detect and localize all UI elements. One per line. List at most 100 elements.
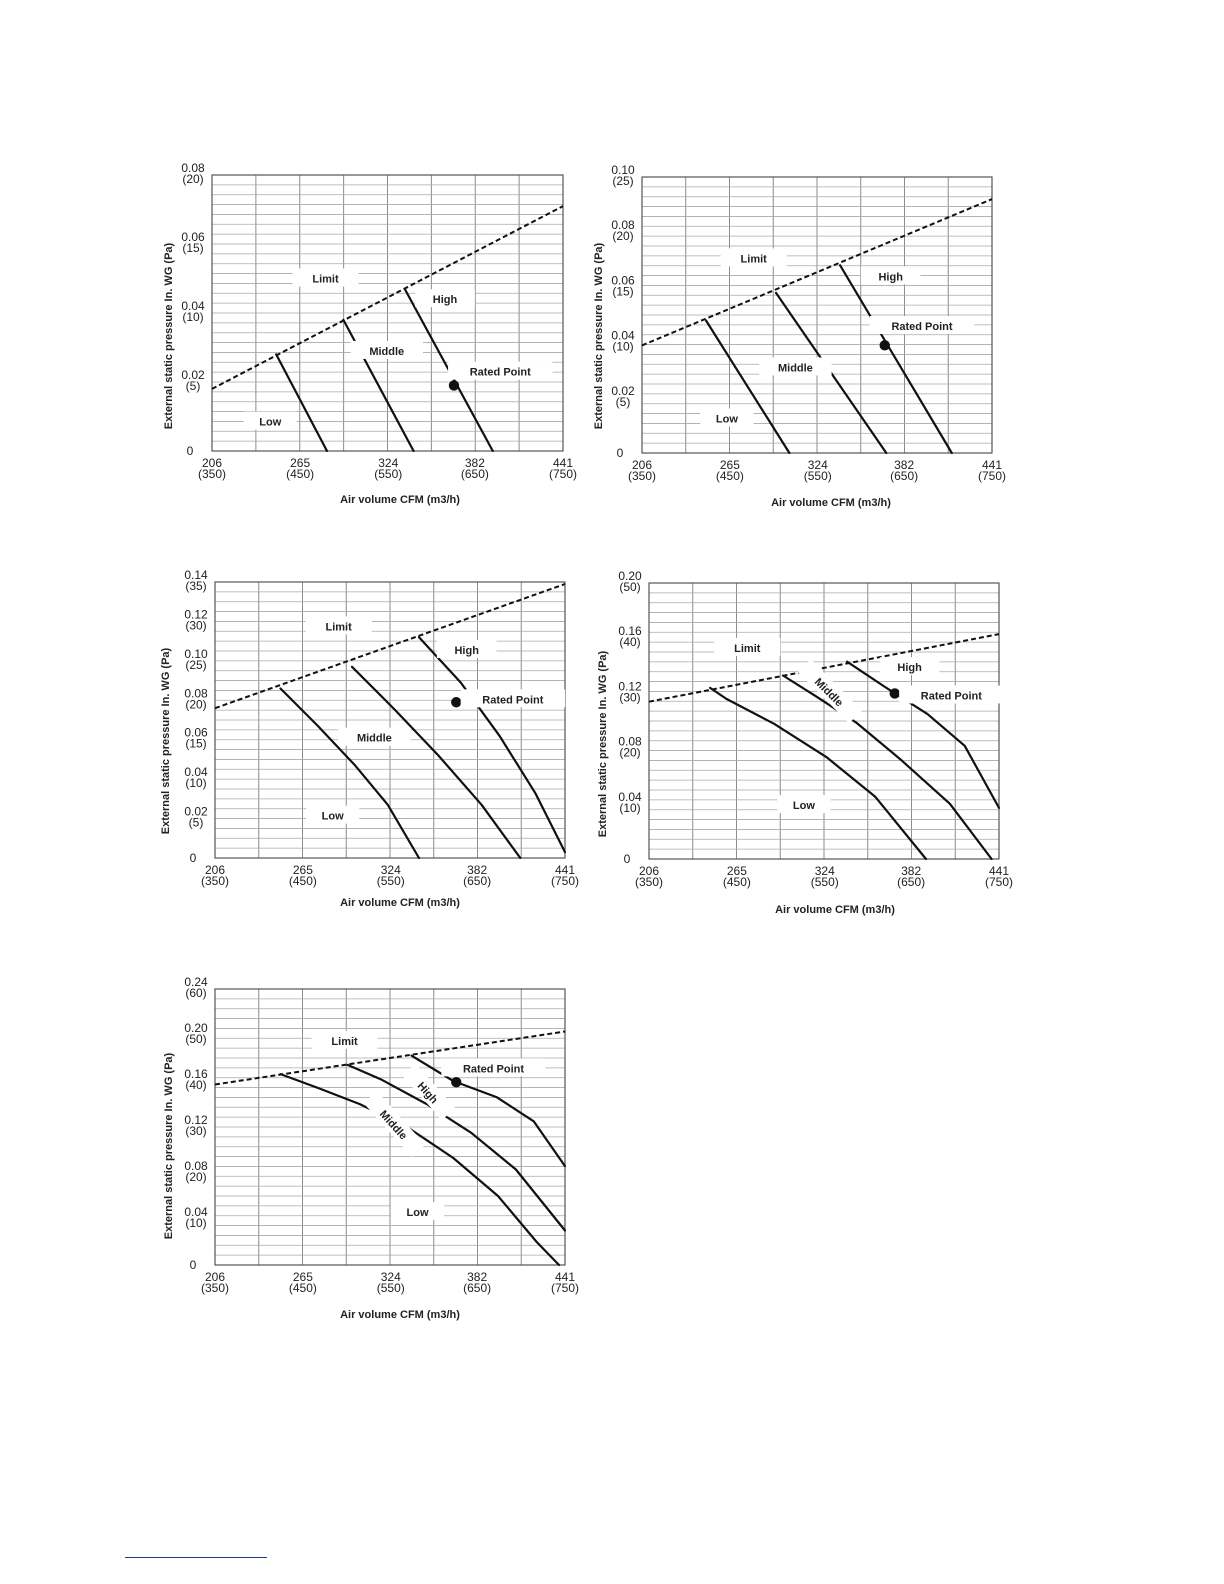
series-limit-line bbox=[211, 205, 564, 390]
annotation-text: Low bbox=[407, 1207, 429, 1219]
annotation-text: Middle bbox=[778, 362, 813, 374]
annotation-backing bbox=[243, 411, 297, 430]
y-tick-sublabel: (20) bbox=[612, 229, 633, 243]
y-tick-sublabel: (60) bbox=[185, 986, 206, 1000]
y-tick-sublabel: (5) bbox=[186, 379, 201, 393]
x-tick-sublabel: (450) bbox=[289, 874, 317, 888]
grid bbox=[211, 174, 564, 452]
y-tick-sublabel: (10) bbox=[185, 776, 206, 790]
plot-frame bbox=[648, 582, 1000, 860]
y-tick-label: 0.06 bbox=[181, 230, 205, 244]
y-tick-label: 0.08 bbox=[618, 735, 642, 749]
y-tick-label: 0 bbox=[187, 444, 194, 458]
annotation-text: High bbox=[433, 294, 458, 306]
y-tick-label: 0.02 bbox=[611, 384, 635, 398]
annotation-text: High bbox=[454, 645, 479, 657]
y-axis-title: External static pressure In. WG (Pa) bbox=[593, 242, 605, 429]
annotation-text: Limit bbox=[331, 1036, 358, 1048]
x-tick-sublabel: (750) bbox=[551, 1281, 579, 1295]
y-tick-label: 0.08 bbox=[181, 161, 205, 175]
rated-point-marker bbox=[451, 697, 462, 708]
y-tick-label: 0.04 bbox=[611, 329, 635, 343]
y-tick-label: 0 bbox=[190, 1258, 197, 1272]
y-tick-sublabel: (20) bbox=[182, 172, 203, 186]
series-limit-line bbox=[214, 1030, 566, 1086]
rated-point-marker bbox=[889, 688, 900, 699]
annotation-backing bbox=[720, 248, 787, 267]
y-tick-sublabel: (30) bbox=[619, 690, 640, 704]
series-middle-line bbox=[346, 1063, 566, 1232]
y-tick-sublabel: (50) bbox=[185, 1032, 206, 1046]
y-tick-sublabel: (40) bbox=[185, 1078, 206, 1092]
x-tick-sublabel: (350) bbox=[628, 469, 656, 483]
rated-point-marker bbox=[448, 380, 460, 391]
annotation-backing bbox=[306, 805, 360, 824]
x-tick-label: 382 bbox=[467, 1270, 487, 1284]
annotation-middle: Middle bbox=[759, 357, 832, 376]
x-tick-sublabel: (650) bbox=[463, 1281, 491, 1295]
series-low-line bbox=[275, 353, 329, 452]
annotation-backing bbox=[415, 289, 475, 308]
x-tick-sublabel: (350) bbox=[201, 1281, 229, 1295]
x-tick-sublabel: (750) bbox=[549, 467, 577, 481]
y-tick-label: 0.02 bbox=[181, 368, 205, 382]
annotation-backing bbox=[777, 795, 831, 814]
y-tick-sublabel: (50) bbox=[619, 580, 640, 594]
x-tick-label: 206 bbox=[632, 458, 652, 472]
annotation-text: Rated Point bbox=[891, 321, 952, 333]
annotation-rated-point: Rated Point bbox=[460, 689, 566, 708]
annotation-text: Rated Point bbox=[463, 1063, 524, 1075]
y-tick-label: 0.20 bbox=[618, 569, 642, 583]
pressure-chart-4: 206(350) 265(450) 324(550) 382(650) 441(750)… bbox=[597, 569, 1013, 916]
x-axis-title: Air volume CFM (m3/h) bbox=[340, 897, 460, 909]
y-tick-label: 0.16 bbox=[618, 624, 642, 638]
y-tick-label: 0.24 bbox=[184, 975, 208, 989]
annotation-text: Rated Point bbox=[921, 690, 982, 702]
annotation-limit: Limit bbox=[714, 637, 781, 656]
grid bbox=[214, 581, 566, 859]
series-high-line bbox=[410, 1054, 566, 1168]
annotation-text: Low bbox=[322, 811, 344, 823]
y-tick-label: 0.12 bbox=[618, 679, 642, 693]
y-tick-label: 0.08 bbox=[184, 1159, 208, 1173]
x-tick-label: 324 bbox=[381, 863, 401, 877]
y-tick-label: 0.08 bbox=[611, 218, 635, 232]
annotation-backing bbox=[311, 1030, 378, 1049]
x-tick-sublabel: (450) bbox=[716, 469, 744, 483]
y-tick-sublabel: (25) bbox=[185, 658, 206, 672]
y-tick-sublabel: (10) bbox=[185, 1216, 206, 1230]
y-tick-label: 0.14 bbox=[184, 568, 208, 582]
y-axis-title: External static pressure In. WG (Pa) bbox=[160, 647, 172, 834]
annotation-rated-point: Rated Point bbox=[441, 1058, 546, 1077]
x-tick-label: 382 bbox=[901, 864, 921, 878]
series-high-line bbox=[839, 264, 953, 454]
pressure-chart-5: 206(350) 265(450) 324(550) 382(650) 441(750)… bbox=[163, 975, 579, 1321]
series-middle-line bbox=[781, 674, 993, 860]
annotation-rated-point: Rated Point bbox=[899, 685, 1004, 704]
annotation-limit: Limit bbox=[311, 1030, 378, 1049]
y-tick-label: 0.04 bbox=[181, 299, 205, 313]
annotation-backing bbox=[390, 1202, 445, 1221]
pressure-chart-1: 206(350) 265(450) 324(550) 382(650) 441(750)… bbox=[163, 161, 577, 506]
y-tick-sublabel: (30) bbox=[185, 618, 206, 632]
x-tick-label: 382 bbox=[894, 458, 914, 472]
y-tick-label: 0.12 bbox=[184, 607, 208, 621]
annotation-backing bbox=[402, 1063, 456, 1120]
annotation-high: High bbox=[879, 657, 940, 676]
x-tick-sublabel: (650) bbox=[461, 467, 489, 481]
y-tick-sublabel: (25) bbox=[612, 174, 633, 188]
x-tick-label: 441 bbox=[989, 864, 1009, 878]
x-tick-label: 265 bbox=[293, 1270, 313, 1284]
x-tick-sublabel: (550) bbox=[811, 875, 839, 889]
annotation-text: Limit bbox=[325, 621, 352, 633]
series-low-line bbox=[279, 687, 421, 859]
x-tick-sublabel: (450) bbox=[289, 1281, 317, 1295]
series-group bbox=[214, 1030, 566, 1266]
y-tick-label: 0.04 bbox=[184, 1205, 208, 1219]
x-tick-label: 382 bbox=[465, 456, 485, 470]
annotation-text: Limit bbox=[312, 274, 339, 286]
annotation-text: Rated Point bbox=[470, 367, 531, 379]
annotation-rated-point: Rated Point bbox=[869, 316, 975, 335]
y-tick-sublabel: (5) bbox=[616, 395, 631, 409]
